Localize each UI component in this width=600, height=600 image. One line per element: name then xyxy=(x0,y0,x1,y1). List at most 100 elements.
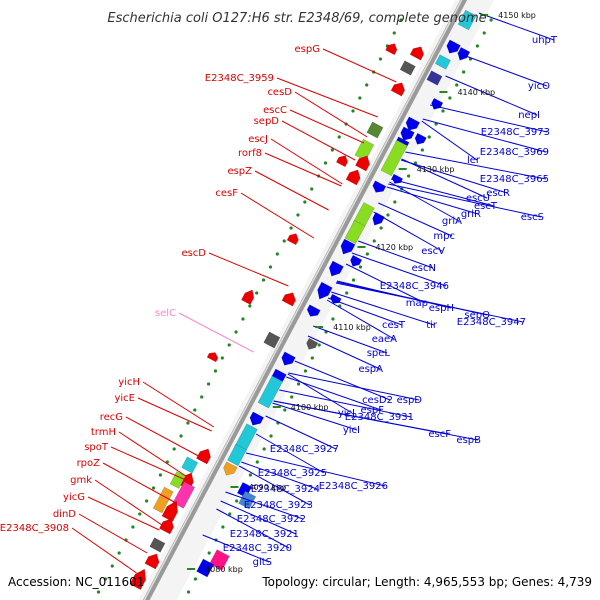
gene-arrow xyxy=(281,292,296,307)
leader-line xyxy=(202,534,270,563)
tick-dot xyxy=(317,343,321,347)
tick-marks xyxy=(96,18,493,594)
gene-label-forward: E2348C_3925 xyxy=(258,468,327,479)
gene-feature xyxy=(446,39,461,54)
tick-dot xyxy=(235,499,239,503)
leader-line xyxy=(430,104,548,133)
leader-line xyxy=(345,263,426,304)
leader-line xyxy=(265,415,337,450)
gene-feature xyxy=(414,132,427,145)
leader-line xyxy=(457,52,548,87)
gene-feature xyxy=(354,138,375,162)
gene-label-forward: E2348C_3920 xyxy=(223,543,292,554)
tick-dot xyxy=(392,31,396,35)
gene-arrow xyxy=(355,155,370,172)
tick-dot xyxy=(441,109,445,113)
gene-label-forward: E2348C_3947 xyxy=(457,317,526,328)
leader-line xyxy=(389,181,460,222)
leader-line xyxy=(264,152,342,187)
gene-label-forward: yicJ xyxy=(338,408,355,419)
leader-line xyxy=(254,170,329,211)
leader-line xyxy=(373,211,443,252)
gene-feature xyxy=(366,121,384,139)
gene-label-forward: escS xyxy=(521,212,544,223)
tick-dot xyxy=(228,512,232,516)
gene-feature xyxy=(306,337,319,350)
gene-label-forward: map xyxy=(406,298,428,309)
gene-label-forward: mpc xyxy=(433,231,455,242)
leader-line xyxy=(405,151,547,180)
leader-line xyxy=(142,381,215,428)
genome-backbone-highlight xyxy=(143,0,463,600)
gene-feature xyxy=(409,46,425,61)
gene-label-forward: sepQ xyxy=(464,310,490,321)
tick-dot xyxy=(323,161,328,165)
leader-line xyxy=(245,452,386,487)
leader-line xyxy=(279,389,412,418)
tick-dot xyxy=(365,252,369,256)
gene-block xyxy=(434,54,451,70)
gene-feature xyxy=(196,558,215,578)
tick-dot xyxy=(378,57,383,61)
gene-block xyxy=(426,70,443,86)
leader-line xyxy=(225,491,304,520)
gene-label-reverse: espG xyxy=(295,44,320,55)
leader-line xyxy=(276,77,378,118)
gene-feature xyxy=(209,549,230,571)
tick-dot xyxy=(255,291,259,295)
gene-label-forward: grlA xyxy=(442,216,462,227)
gene-feature xyxy=(380,139,408,177)
tick-dot xyxy=(158,473,163,477)
leader-line xyxy=(358,240,434,269)
tick-dot xyxy=(345,291,349,295)
gene-block xyxy=(227,443,247,467)
tick-dot xyxy=(96,590,101,594)
tick-dot xyxy=(289,226,293,230)
kbp-label: 4080 kbp xyxy=(205,565,243,574)
tick-dot xyxy=(365,83,369,87)
gene-block xyxy=(263,331,281,349)
gene-label-forward: ler xyxy=(467,155,481,166)
tick-dot xyxy=(296,382,301,386)
tick-dot xyxy=(330,148,334,152)
leader-line xyxy=(386,186,479,215)
gene-feature xyxy=(385,43,398,56)
gene-arrow xyxy=(400,126,415,141)
gene-arrow xyxy=(306,337,319,350)
gene-label-reverse: E2348C_3908 xyxy=(0,523,69,534)
gene-feature xyxy=(372,180,387,193)
leader-line xyxy=(400,159,508,194)
leader-line xyxy=(118,431,188,478)
gene-label-reverse: rpoZ xyxy=(77,458,101,469)
gene-feature xyxy=(335,155,348,168)
gene-feature xyxy=(400,126,415,141)
gene-arrow xyxy=(317,281,333,300)
gene-feature xyxy=(172,481,196,509)
gene-label-forward: yicO xyxy=(528,81,550,92)
tick-dot xyxy=(103,577,107,581)
leader-line xyxy=(241,461,318,490)
tick-dot xyxy=(351,278,356,282)
gene-feature xyxy=(281,292,296,307)
gene-label-forward: cesT xyxy=(382,320,406,331)
gene-feature xyxy=(144,553,160,570)
gene-label-forward: espF xyxy=(361,405,385,416)
gene-label-reverse: espZ xyxy=(227,166,252,177)
tick-dot xyxy=(186,421,190,425)
tick-dot xyxy=(393,200,397,204)
gene-label-forward: E2348C_3922 xyxy=(237,514,306,525)
leader-line xyxy=(421,120,478,161)
kbp-label: 4090 kbp xyxy=(248,483,286,492)
leader-line xyxy=(208,252,289,287)
gene-arrow xyxy=(241,289,255,305)
gene-arrow xyxy=(390,82,406,97)
gene-label-forward: yicI xyxy=(343,425,360,436)
leader-line xyxy=(78,513,148,554)
gene-label-reverse: yicG xyxy=(63,492,85,503)
gene-label-forward: E2348C_3973 xyxy=(481,127,550,138)
tick-dot xyxy=(358,96,362,100)
gene-arrow xyxy=(405,116,421,131)
leader-line xyxy=(294,91,368,138)
tick-dot xyxy=(427,135,431,139)
